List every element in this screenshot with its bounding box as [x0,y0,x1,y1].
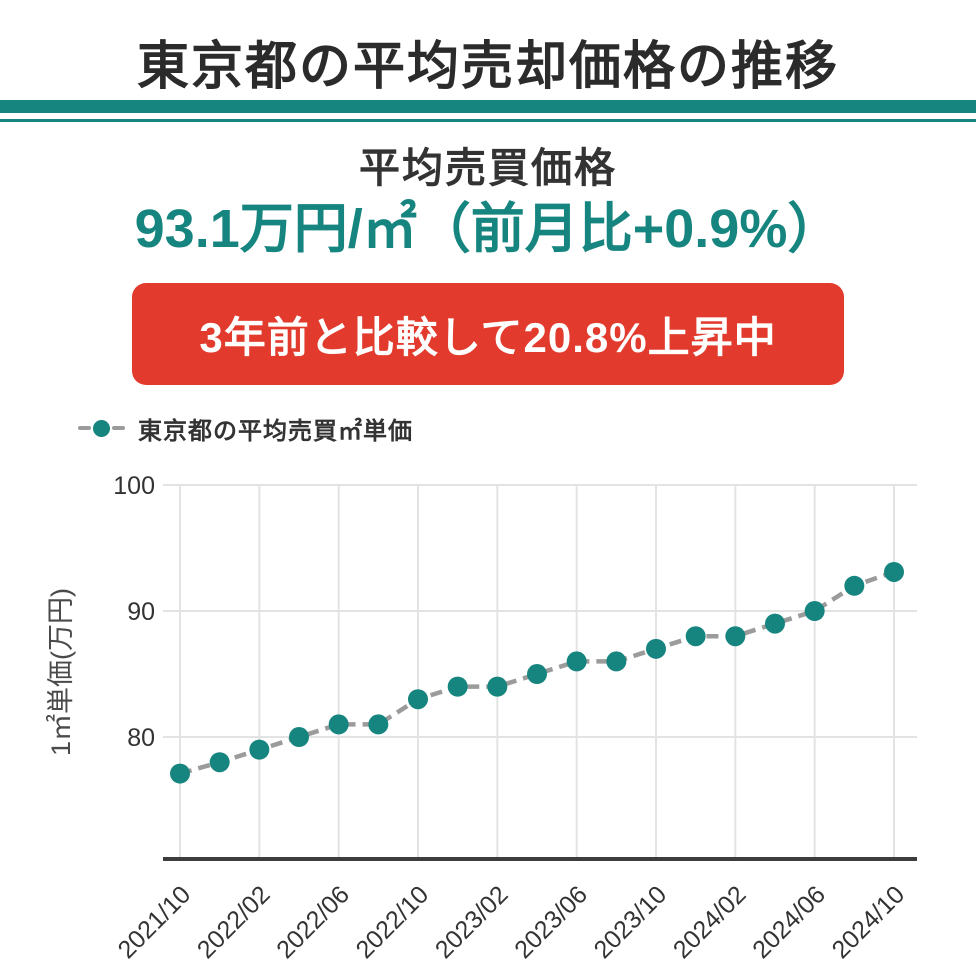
data-point-2023/10 [646,638,666,659]
data-point-2024/02 [725,626,746,647]
x-tick-label-2022/06: 2022/06 [271,880,355,964]
data-point-2023/08 [606,651,627,672]
data-point-2023/12 [685,626,706,647]
data-point-2024/08 [844,575,865,596]
legend-dash-left [78,426,91,430]
price-subtitle: 平均売買価格 [359,145,617,191]
data-point-2023/02 [487,676,508,697]
x-tick-label-2024/02: 2024/02 [668,880,752,964]
x-tick-label-2022/02: 2022/02 [192,880,276,964]
x-tick-label-2023/02: 2023/02 [430,880,514,964]
data-point-2022/12 [447,676,468,697]
chart-legend: 東京都の平均売買㎡単価 [78,416,413,445]
data-point-2021/10 [170,763,190,784]
data-point-2022/06 [328,714,349,735]
data-point-2022/02 [249,739,270,760]
y-tick-label-100: 100 [113,472,155,500]
legend-dash-right [112,426,125,430]
title-underline-thin [0,119,976,122]
data-point-2021/12 [209,752,230,773]
x-tick-label-2024/06: 2024/06 [747,880,831,964]
x-tick-label-2022/10: 2022/10 [351,880,435,964]
data-point-2023/06 [566,651,587,672]
x-tick-label-2023/10: 2023/10 [589,880,673,964]
data-point-2022/04 [289,727,309,748]
data-point-2022/10 [408,689,428,710]
title-underline-thick [0,100,976,113]
comparison-banner: 3年前と比較して20.8%上昇中 [132,283,844,385]
page-title: 東京都の平均売却価格の推移 [136,38,839,96]
x-tick-label-2023/06: 2023/06 [509,880,593,964]
current-price: 93.1万円/㎡（前月比+0.9%） [134,199,842,259]
legend-marker-icon [93,419,110,437]
y-tick-label-80: 80 [127,724,155,752]
comparison-banner-text: 3年前と比較して20.8%上昇中 [199,313,777,361]
data-point-2023/04 [527,664,547,685]
data-point-2024/04 [765,613,785,634]
y-tick-label-90: 90 [127,598,155,626]
y-axis-label: 1㎡単価(万円) [46,588,76,756]
x-tick-label-2021/10: 2021/10 [113,880,197,964]
x-tick-label-2024/10: 2024/10 [827,880,911,964]
data-point-2022/08 [368,714,389,735]
data-point-2024/10 [884,561,904,582]
legend-label: 東京都の平均売買㎡単価 [138,417,413,445]
data-point-2024/06 [804,601,825,622]
